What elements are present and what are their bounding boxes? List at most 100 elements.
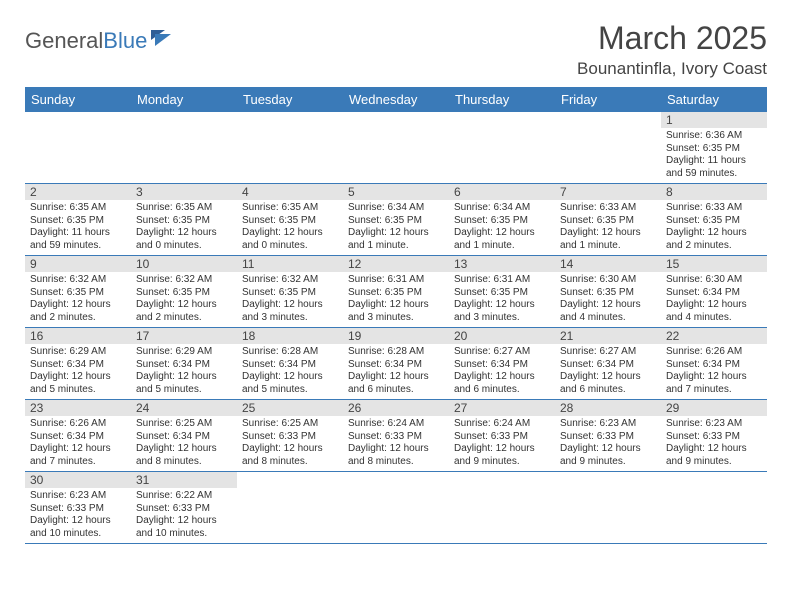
daylight-text: Daylight: 12 hours and 10 minutes.	[30, 515, 126, 540]
day-number: 25	[237, 400, 343, 416]
daylight-text: Daylight: 12 hours and 1 minute.	[348, 227, 444, 252]
day-details: Sunrise: 6:32 AMSunset: 6:35 PMDaylight:…	[237, 272, 343, 327]
sunset-text: Sunset: 6:34 PM	[454, 359, 550, 372]
day-details: Sunrise: 6:35 AMSunset: 6:35 PMDaylight:…	[131, 200, 237, 255]
calendar-cell: 14Sunrise: 6:30 AMSunset: 6:35 PMDayligh…	[555, 256, 661, 328]
sunrise-text: Sunrise: 6:28 AM	[348, 346, 444, 359]
day-number: 19	[343, 328, 449, 344]
daylight-text: Daylight: 11 hours and 59 minutes.	[30, 227, 126, 252]
daylight-text: Daylight: 12 hours and 0 minutes.	[242, 227, 338, 252]
calendar-cell: 29Sunrise: 6:23 AMSunset: 6:33 PMDayligh…	[661, 400, 767, 472]
sunrise-text: Sunrise: 6:27 AM	[454, 346, 550, 359]
calendar-cell: 7Sunrise: 6:33 AMSunset: 6:35 PMDaylight…	[555, 184, 661, 256]
location: Bounantinfla, Ivory Coast	[577, 59, 767, 79]
sunset-text: Sunset: 6:35 PM	[560, 287, 656, 300]
calendar-cell: 24Sunrise: 6:25 AMSunset: 6:34 PMDayligh…	[131, 400, 237, 472]
day-number: 16	[25, 328, 131, 344]
calendar-cell	[449, 112, 555, 184]
daylight-text: Daylight: 12 hours and 8 minutes.	[136, 443, 232, 468]
sunset-text: Sunset: 6:33 PM	[136, 503, 232, 516]
day-number: 4	[237, 184, 343, 200]
calendar-cell: 6Sunrise: 6:34 AMSunset: 6:35 PMDaylight…	[449, 184, 555, 256]
daylight-text: Daylight: 12 hours and 10 minutes.	[136, 515, 232, 540]
calendar-cell	[661, 472, 767, 544]
daylight-text: Daylight: 12 hours and 3 minutes.	[242, 299, 338, 324]
sunrise-text: Sunrise: 6:23 AM	[560, 418, 656, 431]
day-details: Sunrise: 6:31 AMSunset: 6:35 PMDaylight:…	[449, 272, 555, 327]
sunset-text: Sunset: 6:35 PM	[136, 215, 232, 228]
sunrise-text: Sunrise: 6:26 AM	[666, 346, 762, 359]
calendar-cell: 9Sunrise: 6:32 AMSunset: 6:35 PMDaylight…	[25, 256, 131, 328]
daylight-text: Daylight: 12 hours and 5 minutes.	[242, 371, 338, 396]
sunrise-text: Sunrise: 6:28 AM	[242, 346, 338, 359]
sunrise-text: Sunrise: 6:27 AM	[560, 346, 656, 359]
sunrise-text: Sunrise: 6:32 AM	[242, 274, 338, 287]
day-number: 23	[25, 400, 131, 416]
sunset-text: Sunset: 6:35 PM	[30, 287, 126, 300]
sunset-text: Sunset: 6:33 PM	[348, 431, 444, 444]
day-details: Sunrise: 6:34 AMSunset: 6:35 PMDaylight:…	[343, 200, 449, 255]
calendar-cell: 23Sunrise: 6:26 AMSunset: 6:34 PMDayligh…	[25, 400, 131, 472]
daylight-text: Daylight: 12 hours and 9 minutes.	[454, 443, 550, 468]
daylight-text: Daylight: 11 hours and 59 minutes.	[666, 155, 762, 180]
day-details: Sunrise: 6:24 AMSunset: 6:33 PMDaylight:…	[343, 416, 449, 471]
sunset-text: Sunset: 6:35 PM	[242, 215, 338, 228]
day-details: Sunrise: 6:24 AMSunset: 6:33 PMDaylight:…	[449, 416, 555, 471]
day-details: Sunrise: 6:32 AMSunset: 6:35 PMDaylight:…	[25, 272, 131, 327]
sunset-text: Sunset: 6:35 PM	[242, 287, 338, 300]
calendar-cell: 22Sunrise: 6:26 AMSunset: 6:34 PMDayligh…	[661, 328, 767, 400]
weekday-header-row: Sunday Monday Tuesday Wednesday Thursday…	[25, 87, 767, 112]
sunset-text: Sunset: 6:35 PM	[30, 215, 126, 228]
calendar-cell: 28Sunrise: 6:23 AMSunset: 6:33 PMDayligh…	[555, 400, 661, 472]
calendar-cell: 21Sunrise: 6:27 AMSunset: 6:34 PMDayligh…	[555, 328, 661, 400]
calendar-cell: 26Sunrise: 6:24 AMSunset: 6:33 PMDayligh…	[343, 400, 449, 472]
calendar-row: 16Sunrise: 6:29 AMSunset: 6:34 PMDayligh…	[25, 328, 767, 400]
day-details: Sunrise: 6:29 AMSunset: 6:34 PMDaylight:…	[25, 344, 131, 399]
calendar-cell: 1Sunrise: 6:36 AMSunset: 6:35 PMDaylight…	[661, 112, 767, 184]
sunrise-text: Sunrise: 6:34 AM	[454, 202, 550, 215]
sunset-text: Sunset: 6:33 PM	[30, 503, 126, 516]
daylight-text: Daylight: 12 hours and 6 minutes.	[560, 371, 656, 396]
daylight-text: Daylight: 12 hours and 2 minutes.	[136, 299, 232, 324]
daylight-text: Daylight: 12 hours and 3 minutes.	[348, 299, 444, 324]
sunset-text: Sunset: 6:35 PM	[666, 215, 762, 228]
calendar-cell: 2Sunrise: 6:35 AMSunset: 6:35 PMDaylight…	[25, 184, 131, 256]
calendar-row: 9Sunrise: 6:32 AMSunset: 6:35 PMDaylight…	[25, 256, 767, 328]
header: GeneralBlue March 2025 Bounantinfla, Ivo…	[25, 20, 767, 79]
sunrise-text: Sunrise: 6:22 AM	[136, 490, 232, 503]
day-details: Sunrise: 6:35 AMSunset: 6:35 PMDaylight:…	[25, 200, 131, 255]
sunrise-text: Sunrise: 6:33 AM	[560, 202, 656, 215]
day-number: 3	[131, 184, 237, 200]
calendar-cell: 12Sunrise: 6:31 AMSunset: 6:35 PMDayligh…	[343, 256, 449, 328]
calendar-cell	[343, 112, 449, 184]
sunset-text: Sunset: 6:35 PM	[454, 287, 550, 300]
day-details: Sunrise: 6:30 AMSunset: 6:34 PMDaylight:…	[661, 272, 767, 327]
day-number: 27	[449, 400, 555, 416]
sunrise-text: Sunrise: 6:30 AM	[666, 274, 762, 287]
day-details: Sunrise: 6:27 AMSunset: 6:34 PMDaylight:…	[555, 344, 661, 399]
daylight-text: Daylight: 12 hours and 5 minutes.	[136, 371, 232, 396]
sunset-text: Sunset: 6:33 PM	[242, 431, 338, 444]
calendar-table: Sunday Monday Tuesday Wednesday Thursday…	[25, 87, 767, 544]
calendar-cell	[25, 112, 131, 184]
sunrise-text: Sunrise: 6:26 AM	[30, 418, 126, 431]
sunset-text: Sunset: 6:34 PM	[30, 359, 126, 372]
logo: GeneralBlue	[25, 20, 173, 54]
daylight-text: Daylight: 12 hours and 8 minutes.	[242, 443, 338, 468]
sunset-text: Sunset: 6:35 PM	[348, 287, 444, 300]
day-number: 29	[661, 400, 767, 416]
calendar-cell: 4Sunrise: 6:35 AMSunset: 6:35 PMDaylight…	[237, 184, 343, 256]
day-details: Sunrise: 6:26 AMSunset: 6:34 PMDaylight:…	[25, 416, 131, 471]
calendar-row: 2Sunrise: 6:35 AMSunset: 6:35 PMDaylight…	[25, 184, 767, 256]
calendar-cell: 25Sunrise: 6:25 AMSunset: 6:33 PMDayligh…	[237, 400, 343, 472]
sunset-text: Sunset: 6:35 PM	[454, 215, 550, 228]
calendar-cell: 31 Sunrise: 6:22 AMSunset: 6:33 PMDayligh…	[131, 472, 237, 544]
day-details: Sunrise: 6:23 AMSunset: 6:33 PMDaylight:…	[661, 416, 767, 471]
day-details: Sunrise: 6:25 AMSunset: 6:33 PMDaylight:…	[237, 416, 343, 471]
calendar-cell: 27Sunrise: 6:24 AMSunset: 6:33 PMDayligh…	[449, 400, 555, 472]
logo-text-general: General	[25, 28, 103, 54]
day-details: Sunrise: 6:33 AMSunset: 6:35 PMDaylight:…	[661, 200, 767, 255]
calendar-cell: 17Sunrise: 6:29 AMSunset: 6:34 PMDayligh…	[131, 328, 237, 400]
day-number: 31	[131, 472, 237, 488]
daylight-text: Daylight: 12 hours and 2 minutes.	[30, 299, 126, 324]
